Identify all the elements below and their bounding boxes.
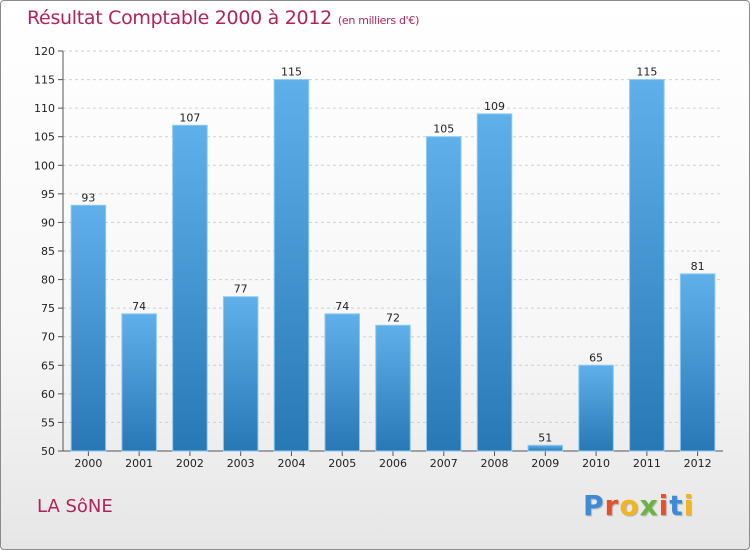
- x-tick-label-2010: 2010: [582, 457, 610, 470]
- y-tick-label: 55: [41, 416, 55, 429]
- logo-letter: P: [583, 489, 605, 522]
- bar-2000: [70, 204, 107, 452]
- bar-2001: [121, 313, 157, 452]
- bar-2006: [375, 324, 411, 452]
- value-label-2012: 81: [691, 260, 705, 273]
- bar-2011: [629, 79, 665, 452]
- value-label-2002: 107: [179, 111, 200, 124]
- bar-2002: [172, 124, 208, 452]
- x-tick-label-2002: 2002: [176, 457, 204, 470]
- value-label-2004: 115: [281, 66, 302, 79]
- value-label-2006: 72: [386, 311, 400, 324]
- value-label-2000: 93: [81, 191, 95, 204]
- bar-2008: [476, 113, 513, 452]
- bar-layer: [70, 79, 716, 452]
- y-tick-label: 75: [41, 302, 55, 315]
- bar-2007: [426, 136, 462, 452]
- x-tick-label-2011: 2011: [633, 457, 661, 470]
- logo-letter: x: [639, 489, 659, 522]
- bar-2003: [222, 296, 259, 452]
- logo-letter: r: [604, 489, 620, 522]
- value-label-2007: 105: [433, 123, 454, 136]
- y-tick-label: 120: [34, 45, 55, 58]
- commune-name: LA SôNE: [37, 496, 113, 517]
- x-tick-label-2008: 2008: [481, 457, 509, 470]
- bar-2005: [324, 313, 360, 452]
- value-label-2001: 74: [132, 300, 146, 313]
- bar-2009: [527, 444, 564, 452]
- logo-letter: i: [658, 489, 670, 522]
- bar-2012: [679, 273, 716, 452]
- value-label-2010: 65: [589, 351, 603, 364]
- x-tick-label-2003: 2003: [227, 457, 255, 470]
- x-tick-label-2006: 2006: [379, 457, 407, 470]
- x-tick-label-2001: 2001: [125, 457, 153, 470]
- x-tick-label-2005: 2005: [328, 457, 356, 470]
- logo-letter: o: [619, 489, 640, 522]
- bar-2004: [273, 79, 310, 452]
- x-tick-label-2009: 2009: [531, 457, 559, 470]
- y-tick-label: 85: [41, 245, 55, 258]
- axis-layer: 50 55 60 65 70 75 80 85 90 95 100 105 110 115 120: [34, 45, 723, 458]
- x-tick-label-2004: 2004: [277, 457, 305, 470]
- proxiti-logo[interactable]: Proxiti: [583, 489, 694, 522]
- y-tick-label: 60: [41, 388, 55, 401]
- y-tick-label: 105: [34, 131, 55, 144]
- label-layer: 93 2000 74 2001 107 2002 77 2003 115 2004 74 2005 72…: [74, 66, 711, 470]
- chart-title: Résultat Comptable 2000 à 2012 (en millie…: [27, 7, 419, 29]
- y-tick-label: 80: [41, 274, 55, 287]
- y-tick-label: 90: [41, 216, 55, 229]
- value-label-2011: 115: [636, 66, 657, 79]
- value-label-2003: 77: [234, 283, 248, 296]
- chart-unit: (en milliers d'€): [337, 14, 420, 27]
- x-tick-label-2012: 2012: [684, 457, 712, 470]
- y-tick-label: 115: [34, 74, 55, 87]
- x-tick-label-2007: 2007: [430, 457, 458, 470]
- y-tick-label: 65: [41, 359, 55, 372]
- value-label-2005: 74: [335, 300, 349, 313]
- y-tick-label: 100: [34, 159, 55, 172]
- bar-2010: [578, 364, 614, 452]
- y-tick-label: 70: [41, 331, 55, 344]
- logo-letter: i: [683, 489, 695, 522]
- value-label-2008: 109: [484, 100, 505, 113]
- y-tick-label: 50: [41, 445, 55, 458]
- x-tick-label-2000: 2000: [74, 457, 102, 470]
- value-label-2009: 51: [538, 431, 552, 444]
- y-tick-label: 95: [41, 188, 55, 201]
- logo-letter: t: [669, 489, 684, 522]
- chart-title-text: Résultat Comptable 2000 à 2012: [27, 7, 332, 29]
- y-tick-label: 110: [34, 102, 55, 115]
